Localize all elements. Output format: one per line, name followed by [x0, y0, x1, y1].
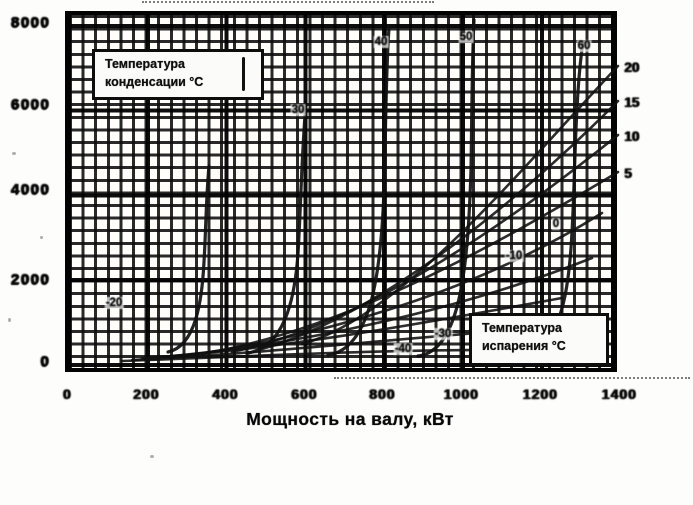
x-axis-title: Мощность на валу, кВт [246, 409, 454, 429]
curve-label-cond-60: 60 [576, 40, 592, 52]
y-tick-6000: 6000 [10, 96, 50, 113]
right-label-15: 15 [624, 95, 640, 110]
x-tick-200: 200 [132, 386, 160, 402]
curve-label-evap-m30: -30 [433, 328, 453, 340]
x-tick-400: 400 [211, 386, 239, 402]
scan-artifact-dotted-line [142, 1, 434, 3]
curve-label-evap-m10: -10 [504, 250, 524, 262]
legend-condensation-line1: Температура [105, 57, 185, 71]
y-tick-8000: 8000 [10, 14, 50, 31]
right-label-5: 5 [624, 166, 632, 181]
x-tick-1400: 1400 [601, 386, 637, 402]
x-tick-800: 800 [368, 386, 396, 402]
curve-label-cond-50: 50 [458, 31, 474, 43]
right-label-10: 10 [624, 129, 640, 144]
x-tick-1000: 1000 [443, 386, 479, 402]
scan-speck [40, 236, 43, 239]
curve-label-evap-0: 0 [551, 218, 561, 230]
legend-evaporation-line1: Температура [482, 321, 562, 335]
scan-speck [12, 152, 16, 155]
y-tick-4000: 4000 [10, 181, 50, 198]
scan-speck [150, 455, 154, 458]
y-tick-2000: 2000 [10, 271, 50, 288]
curve-label-evap-m40: -40 [393, 343, 413, 355]
legend-evaporation-temperature: Температура испарения °C [469, 313, 609, 366]
legend-evaporation-line2: испарения °C [482, 339, 566, 353]
x-tick-600: 600 [290, 386, 318, 402]
curve-label-evap-m20: -20 [104, 297, 124, 309]
legend-condensation-temperature: Температура конденсации °C [92, 49, 264, 100]
x-tick-0: 0 [62, 386, 72, 402]
x-tick-1200: 1200 [522, 386, 558, 402]
right-label-20: 20 [624, 60, 640, 75]
curve-label-cond-30: 30 [290, 104, 306, 116]
y-tick-0: 0 [40, 353, 50, 370]
curve-stroke-through-legend [241, 57, 245, 91]
curve-label-cond-40: 40 [373, 36, 389, 48]
scan-speck [8, 318, 11, 322]
legend-condensation-line2: конденсации °C [105, 75, 204, 89]
scan-artifact-dotted-line [334, 377, 690, 379]
